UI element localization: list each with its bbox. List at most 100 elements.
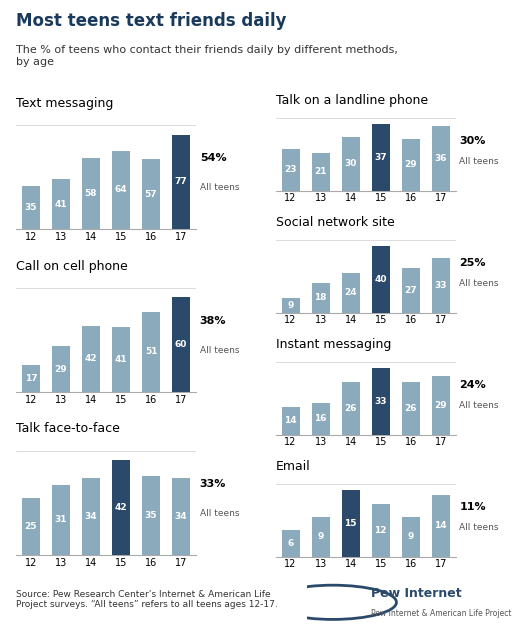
Text: 31: 31 <box>55 515 67 524</box>
Text: 38%: 38% <box>200 316 226 326</box>
Bar <box>342 382 360 435</box>
Text: 35: 35 <box>145 511 157 520</box>
Bar <box>52 179 70 230</box>
Bar <box>402 382 420 435</box>
Text: 29: 29 <box>435 401 447 410</box>
Text: 64: 64 <box>114 186 127 195</box>
Text: 24%: 24% <box>460 380 486 390</box>
Text: 18: 18 <box>314 293 327 302</box>
Bar <box>281 406 299 435</box>
Text: Social network site: Social network site <box>276 216 394 229</box>
Bar <box>142 311 160 392</box>
Bar <box>22 186 40 230</box>
Bar <box>432 495 450 557</box>
Text: 9: 9 <box>317 533 324 541</box>
Text: 14: 14 <box>435 521 447 530</box>
Bar <box>372 503 390 557</box>
Bar <box>52 485 70 555</box>
Text: All teens: All teens <box>460 279 499 288</box>
Text: 26: 26 <box>344 404 357 413</box>
Text: 51: 51 <box>145 347 157 356</box>
Text: 27: 27 <box>404 286 417 295</box>
Text: Pew Internet & American Life Project: Pew Internet & American Life Project <box>371 609 511 618</box>
Text: 33: 33 <box>375 397 387 406</box>
Text: 30: 30 <box>344 159 357 168</box>
Bar <box>402 517 420 557</box>
Text: 54%: 54% <box>200 153 226 164</box>
Text: 25: 25 <box>25 522 37 531</box>
Bar <box>172 134 190 230</box>
Bar <box>281 150 299 190</box>
Bar <box>22 365 40 392</box>
Bar <box>112 327 130 392</box>
Bar <box>312 517 330 557</box>
Text: 23: 23 <box>285 165 297 174</box>
Text: All teens: All teens <box>460 401 499 410</box>
Bar <box>281 530 299 557</box>
Bar <box>112 460 130 555</box>
Bar <box>402 268 420 313</box>
Text: Email: Email <box>276 460 311 473</box>
Text: All teens: All teens <box>200 346 239 355</box>
Text: 11%: 11% <box>460 502 486 512</box>
Text: 30%: 30% <box>460 136 486 146</box>
Text: 29: 29 <box>55 365 67 373</box>
Text: 21: 21 <box>314 167 327 176</box>
Bar <box>432 377 450 435</box>
Text: 60: 60 <box>175 340 187 349</box>
Bar <box>312 153 330 190</box>
Text: 34: 34 <box>175 512 188 521</box>
Text: 29: 29 <box>404 160 417 169</box>
Bar <box>402 139 420 190</box>
Bar <box>52 346 70 392</box>
Text: Instant messaging: Instant messaging <box>276 338 391 351</box>
Text: 26: 26 <box>404 404 417 413</box>
Bar <box>372 124 390 190</box>
Text: 34: 34 <box>85 512 98 521</box>
Text: 33%: 33% <box>200 479 226 489</box>
Text: 14: 14 <box>284 416 297 425</box>
Bar <box>172 297 190 392</box>
Text: Call on cell phone: Call on cell phone <box>16 259 128 273</box>
Text: 37: 37 <box>374 153 387 162</box>
Text: Most teens text friends daily: Most teens text friends daily <box>16 13 286 30</box>
Bar <box>312 283 330 313</box>
Text: 41: 41 <box>114 355 127 364</box>
Bar <box>142 476 160 555</box>
Text: 12: 12 <box>375 526 387 534</box>
Text: Pew Internet: Pew Internet <box>371 587 462 600</box>
Text: 9: 9 <box>408 533 414 541</box>
Text: 77: 77 <box>175 178 188 186</box>
Bar <box>312 403 330 435</box>
Bar <box>342 491 360 557</box>
Text: 25%: 25% <box>460 258 486 268</box>
Bar <box>432 258 450 313</box>
Text: The % of teens who contact their friends daily by different methods,
by age: The % of teens who contact their friends… <box>16 46 398 67</box>
Text: 57: 57 <box>145 190 157 198</box>
Text: 6: 6 <box>287 539 294 548</box>
Bar <box>22 498 40 555</box>
Text: Text messaging: Text messaging <box>16 97 113 110</box>
Text: 15: 15 <box>344 519 357 528</box>
Text: All teens: All teens <box>460 157 499 166</box>
Text: 36: 36 <box>435 154 447 163</box>
Text: 24: 24 <box>344 288 357 297</box>
Bar <box>342 137 360 190</box>
Text: 16: 16 <box>314 414 327 423</box>
Text: Talk on a landline phone: Talk on a landline phone <box>276 94 428 107</box>
Text: 42: 42 <box>85 354 98 363</box>
Text: All teens: All teens <box>200 509 239 518</box>
Bar <box>172 478 190 555</box>
Text: All teens: All teens <box>460 523 499 532</box>
Bar <box>112 151 130 230</box>
Text: 58: 58 <box>85 189 97 198</box>
Bar <box>82 326 100 392</box>
Bar <box>372 368 390 435</box>
Text: 41: 41 <box>55 200 67 209</box>
Text: Talk face-to-face: Talk face-to-face <box>16 422 120 435</box>
Text: 42: 42 <box>114 503 127 512</box>
Text: 35: 35 <box>25 204 37 212</box>
Bar <box>372 247 390 313</box>
Bar <box>342 273 360 313</box>
Text: All teens: All teens <box>200 183 239 192</box>
